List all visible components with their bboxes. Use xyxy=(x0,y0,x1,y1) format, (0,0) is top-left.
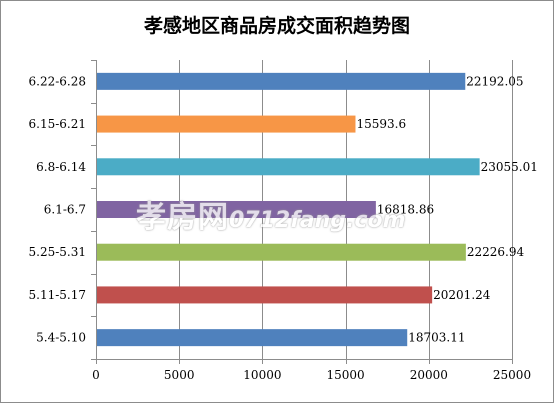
bar xyxy=(97,201,376,218)
data-label: 22192.05 xyxy=(466,74,523,88)
chart-title: 孝感地区商品房成交面积趋势图 xyxy=(143,15,410,37)
category-label: 6.22-6.28 xyxy=(29,74,87,88)
watermark-url: 0712fang.com xyxy=(229,208,406,233)
data-label: 18703.11 xyxy=(408,331,465,345)
category-label: 6.8-6.14 xyxy=(36,160,86,174)
bar xyxy=(97,72,466,90)
bar xyxy=(97,329,408,347)
x-tick-label: 10000 xyxy=(243,368,281,382)
x-tick-label: 15000 xyxy=(327,368,365,382)
category-label: 5.4-5.10 xyxy=(36,331,86,345)
watermark-brand: 孝房网 xyxy=(136,200,229,235)
data-label: 20201.24 xyxy=(433,288,491,302)
x-tick-label: 5000 xyxy=(164,368,195,382)
data-label: 15593.6 xyxy=(356,117,406,131)
data-label: 23055.01 xyxy=(481,160,538,174)
category-label: 6.15-6.21 xyxy=(29,117,87,131)
x-tick-label: 25000 xyxy=(493,368,531,382)
category-label: 6.1-6.7 xyxy=(44,203,86,217)
bar xyxy=(97,115,356,133)
bar xyxy=(97,243,466,261)
data-label: 22226.94 xyxy=(467,245,525,259)
watermark: 孝房网0712fang.com xyxy=(136,192,406,236)
x-tick-label: 0 xyxy=(92,368,100,382)
data-label: 16818.86 xyxy=(377,203,434,217)
category-label: 5.11-5.17 xyxy=(29,288,87,302)
bar xyxy=(97,286,433,304)
bar xyxy=(97,158,480,176)
category-label: 5.25-5.31 xyxy=(29,245,87,259)
x-tick-label: 20000 xyxy=(410,368,448,382)
